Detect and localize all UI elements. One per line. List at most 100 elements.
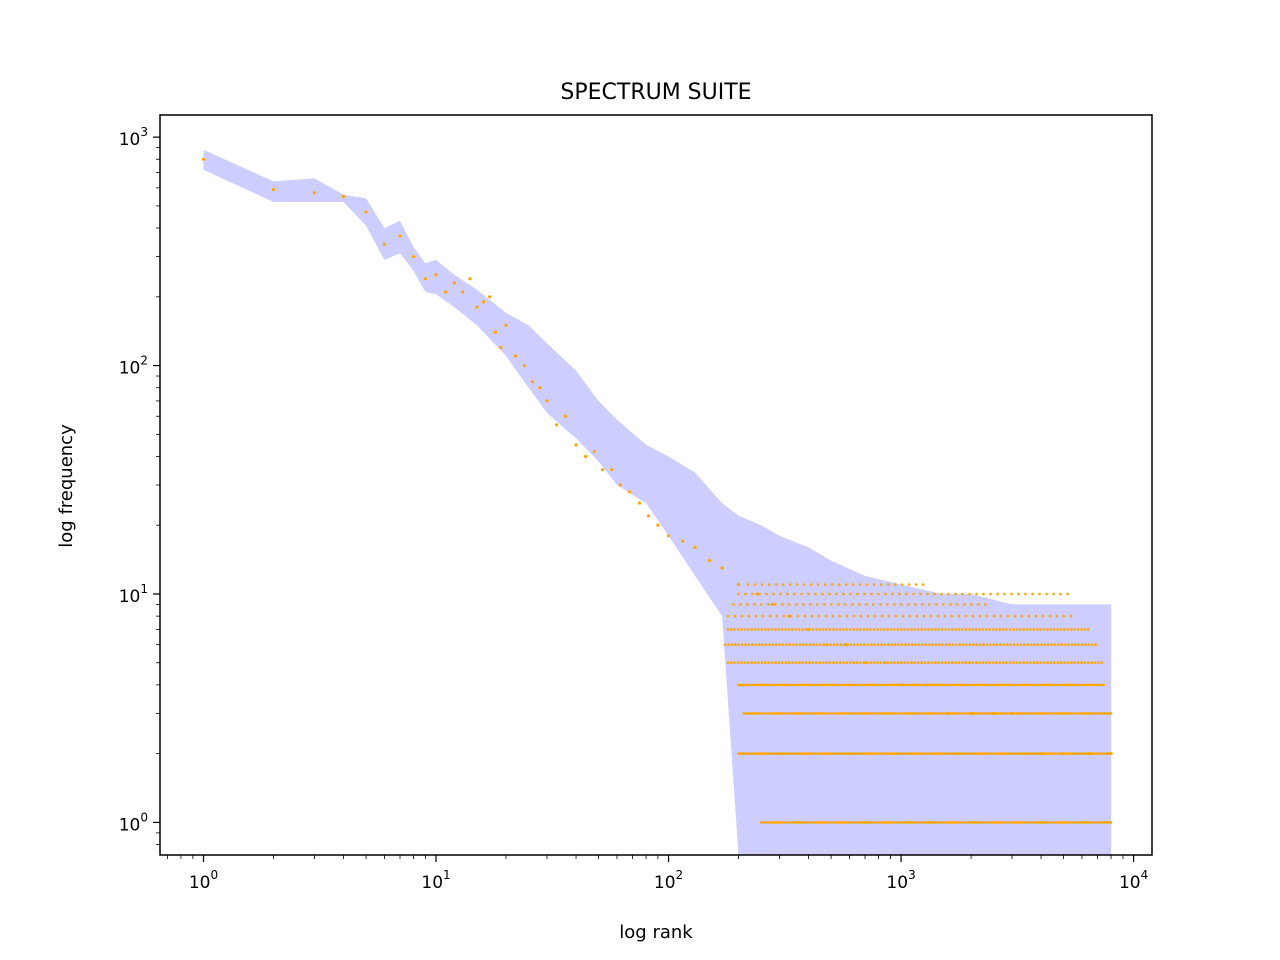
data-point [929, 614, 933, 618]
data-point [1039, 712, 1042, 715]
data-point [768, 752, 771, 755]
data-point [856, 821, 860, 824]
data-point [574, 443, 578, 447]
data-point [865, 603, 868, 606]
data-point [1019, 628, 1022, 631]
data-point [481, 300, 486, 304]
data-point [1043, 712, 1047, 715]
data-point [876, 712, 879, 715]
data-point [1089, 683, 1092, 687]
data-point [966, 683, 969, 687]
data-point [988, 752, 991, 755]
data-point [851, 683, 855, 687]
data-point [1048, 821, 1051, 824]
data-point [741, 683, 745, 687]
data-point [755, 592, 759, 596]
data-point [894, 712, 897, 715]
data-point [816, 603, 819, 606]
data-point [933, 592, 936, 596]
data-point [1100, 683, 1103, 687]
data-point [1054, 712, 1058, 715]
data-point [810, 614, 814, 618]
data-point [1097, 661, 1100, 664]
data-point [1001, 821, 1005, 824]
data-point [774, 643, 778, 646]
data-point [753, 583, 757, 586]
data-point [808, 661, 811, 664]
data-point [944, 683, 947, 687]
data-point [904, 752, 907, 755]
data-point [866, 614, 870, 618]
data-point [954, 661, 957, 664]
data-point [751, 643, 754, 646]
data-point [828, 628, 832, 631]
data-point [1005, 661, 1008, 664]
data-point [858, 821, 862, 824]
data-point [772, 592, 775, 596]
data-point [849, 592, 852, 596]
data-point [600, 468, 605, 472]
data-point [1038, 592, 1041, 596]
data-point [838, 683, 841, 687]
data-point [1049, 683, 1053, 687]
data-point [726, 614, 730, 618]
data-point [972, 643, 975, 646]
data-point [825, 821, 829, 824]
data-point [842, 752, 846, 755]
data-point [951, 643, 955, 646]
data-point [1032, 683, 1035, 687]
data-point [918, 712, 921, 715]
data-point [998, 628, 1002, 631]
data-point [1072, 821, 1075, 824]
data-point [900, 661, 903, 664]
data-point [974, 752, 978, 755]
data-point [835, 661, 838, 664]
data-point [1027, 683, 1031, 687]
data-point [801, 628, 804, 631]
data-point [781, 683, 784, 687]
data-point [1070, 661, 1073, 664]
data-point [823, 583, 827, 586]
data-point [819, 821, 822, 824]
data-point [909, 712, 912, 715]
data-point [1047, 752, 1050, 755]
data-point [1069, 683, 1072, 687]
data-point [801, 821, 805, 824]
data-point [723, 643, 727, 646]
data-point [985, 643, 989, 646]
data-point [913, 712, 917, 715]
data-point [779, 752, 782, 755]
data-point [984, 603, 987, 606]
data-point [1034, 614, 1038, 618]
data-point [978, 643, 982, 646]
data-point [915, 752, 918, 755]
data-point [761, 643, 764, 646]
data-point [922, 683, 925, 687]
data-point [1072, 712, 1075, 715]
data-point [1048, 614, 1052, 618]
data-point [773, 821, 776, 824]
data-point [1100, 712, 1104, 715]
data-point [852, 712, 855, 715]
data-point [1021, 712, 1025, 715]
data-point [781, 712, 785, 715]
data-point [937, 628, 940, 631]
data-point [1008, 628, 1012, 631]
data-point [770, 661, 774, 664]
data-point [975, 592, 978, 596]
data-point [1007, 683, 1011, 687]
data-point [916, 821, 919, 824]
data-point [499, 345, 503, 350]
data-point [768, 683, 771, 687]
data-point [955, 643, 958, 646]
data-point [1036, 683, 1039, 687]
data-point [975, 643, 978, 646]
data-point [952, 752, 956, 755]
data-point [1061, 821, 1064, 824]
data-point [733, 614, 737, 618]
data-point [832, 821, 835, 824]
data-point [1045, 683, 1048, 687]
data-point [1092, 821, 1095, 824]
data-point [926, 683, 929, 687]
data-point [522, 364, 527, 368]
